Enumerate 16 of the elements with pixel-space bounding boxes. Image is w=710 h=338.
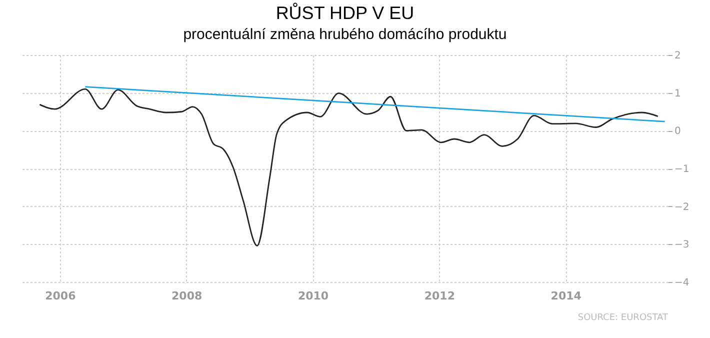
x-tick-label: 2014 <box>550 290 582 302</box>
y-tick-label: 1 <box>674 88 681 100</box>
x-tick-label: 2008 <box>172 290 202 302</box>
chart-title: RŮST HDP V EU <box>276 2 414 23</box>
x-tick-label: 2006 <box>45 290 76 302</box>
y-tick-label: −4 <box>674 278 690 288</box>
y-tick-label: −1 <box>674 164 690 175</box>
source-note: SOURCE: EUROSTAT <box>578 313 668 323</box>
line-series <box>39 88 659 246</box>
y-tick-label: −2 <box>674 202 690 213</box>
y-tick-label: −3 <box>674 240 690 251</box>
chart-subtitle: procentuální změna hrubého domácího produktu <box>183 26 507 43</box>
x-tick-label: 2010 <box>298 290 329 302</box>
y-tick-label: 0 <box>674 126 681 138</box>
x-tick-label: 2012 <box>424 290 455 302</box>
y-tick-label: 2 <box>674 50 681 62</box>
